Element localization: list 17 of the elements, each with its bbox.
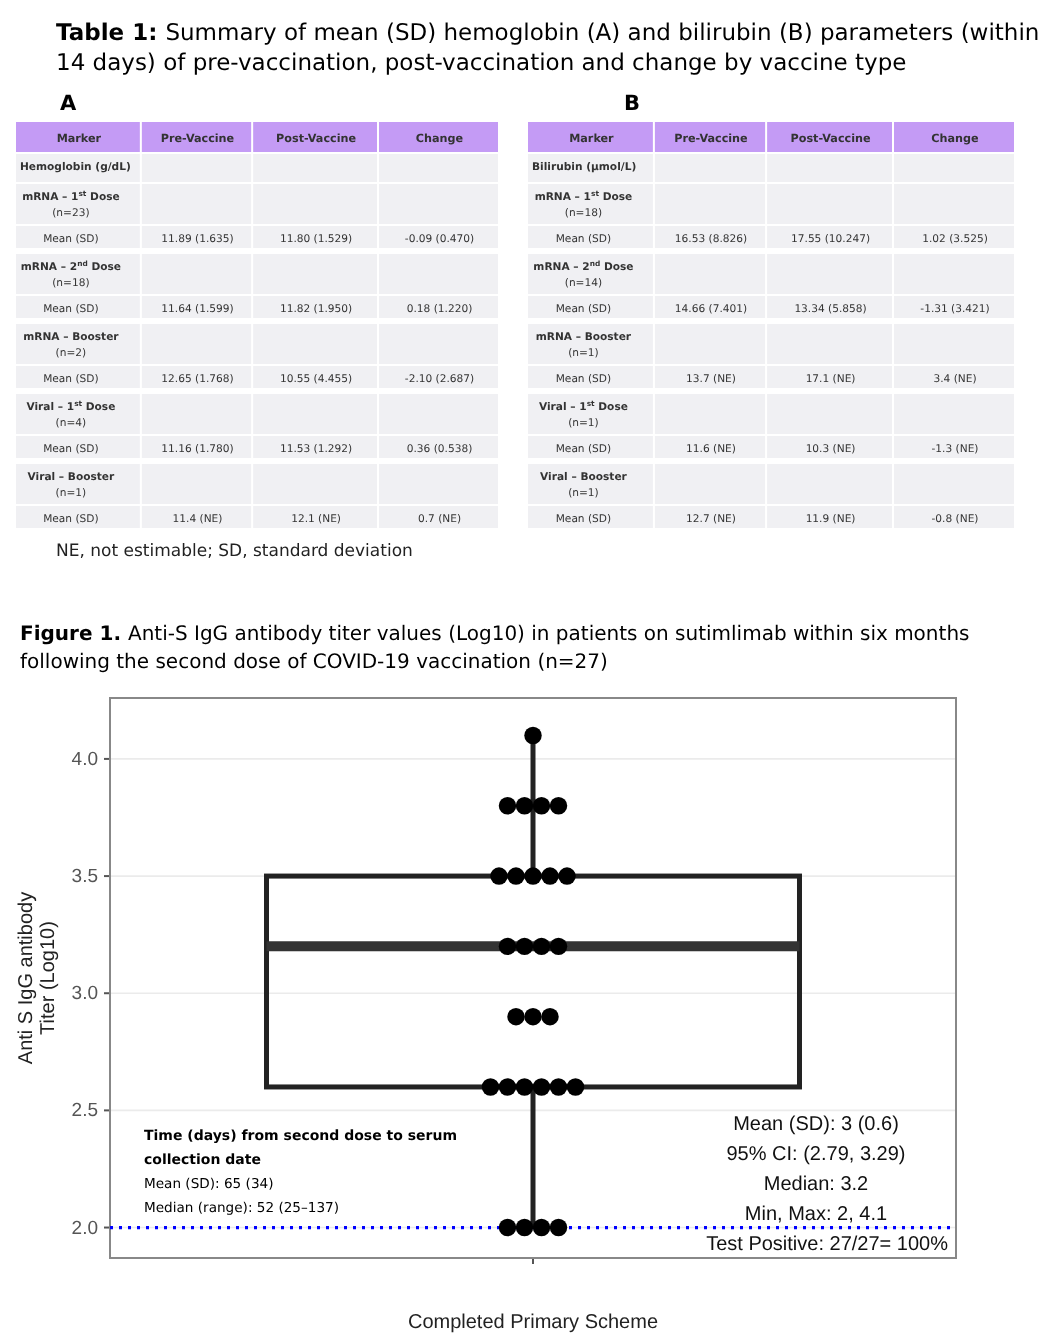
x-axis-title: Completed Primary Scheme xyxy=(407,1312,659,1334)
y-tick-label: 3.5 xyxy=(71,866,98,889)
text: B xyxy=(624,92,641,116)
annotation: Test Positive: 27/27= 100% xyxy=(706,1234,949,1256)
y-tick-label: 2.5 xyxy=(71,1100,98,1123)
annotation: 95% CI: (2.79, 3.29) xyxy=(726,1144,906,1166)
y-axis-title: Anti S IgG antibody Titer (Log10) xyxy=(16,891,60,1065)
annotation: Mean (SD): 3 (0.6) xyxy=(733,1114,899,1136)
y-tick-label: 3.0 xyxy=(71,983,98,1006)
chart-title: Figure 1. Anti-S IgG antibody titer values (Log10) in patients on sutimlimab within six months following the second dose of COVID-19 vaccination (n=27) xyxy=(20,624,970,674)
text: Table 1: Summary of mean (SD) hemoglobin (A) and bilirubin (B) parameters (within 14 days) of pre-vaccination, post-vaccination and change by vaccine type xyxy=(56,18,1040,76)
text: NE, not estimable; SD, standard deviation xyxy=(56,542,413,562)
text: A xyxy=(60,92,78,116)
annotation: Median: 3.2 xyxy=(763,1174,870,1196)
annotation: Min, Max: 2, 4.1 xyxy=(744,1204,889,1226)
y-tick-label: 4.0 xyxy=(71,749,98,771)
y-tick-label: 2.0 xyxy=(71,1217,98,1240)
